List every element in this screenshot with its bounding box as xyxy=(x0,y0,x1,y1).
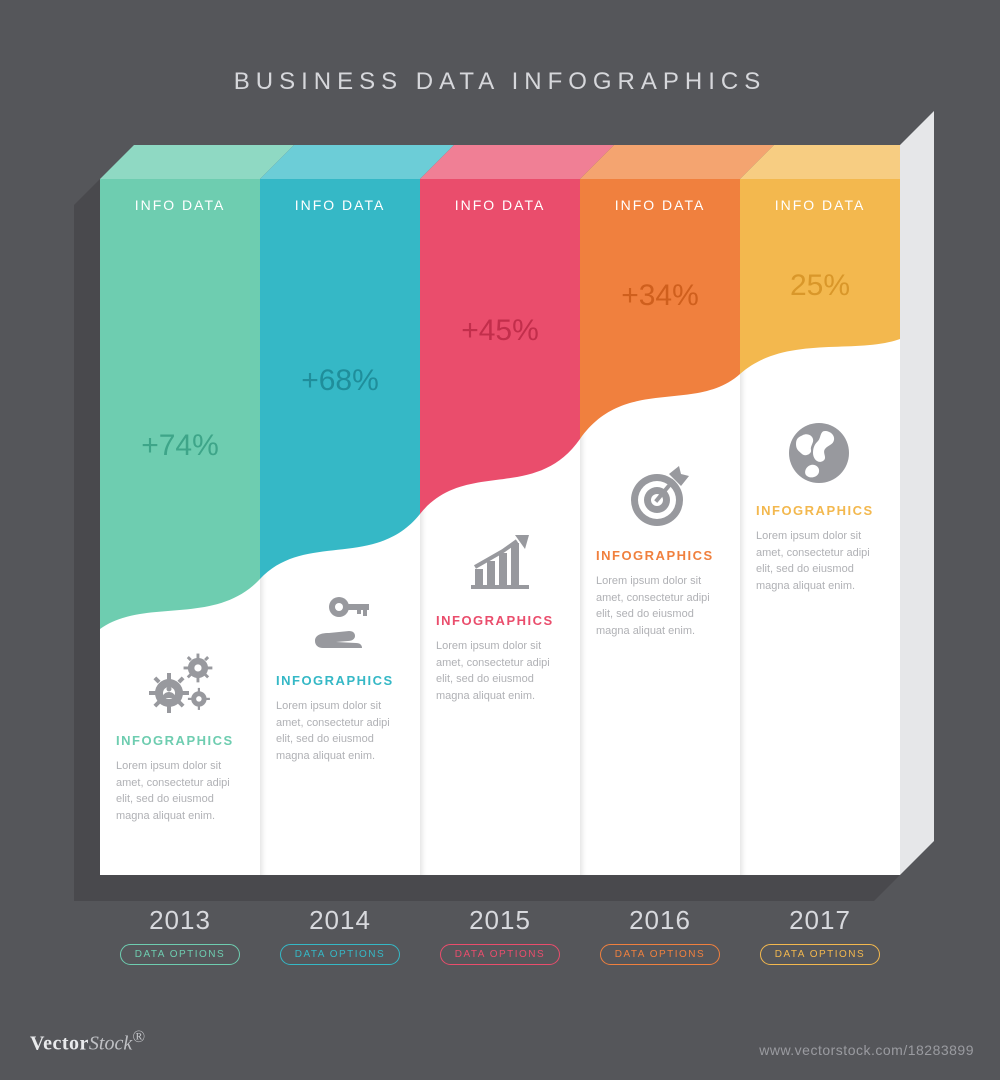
color-fill xyxy=(420,179,580,875)
column-content: INFOGRAPHICS Lorem ipsum dolor sit amet,… xyxy=(420,529,580,704)
column-body: Lorem ipsum dolor sit amet, consectetur … xyxy=(436,638,564,704)
column: INFO DATA +68% INFOGRAPHICS Lorem ipsum … xyxy=(260,179,420,875)
column-content: INFOGRAPHICS Lorem ipsum dolor sit amet,… xyxy=(100,649,260,824)
column-body: Lorem ipsum dolor sit amet, consectetur … xyxy=(116,758,244,824)
footer-cell: 2016 DATA OPTIONS xyxy=(580,905,740,965)
column-body: Lorem ipsum dolor sit amet, consectetur … xyxy=(276,698,404,764)
column-header: INFO DATA xyxy=(580,197,740,213)
data-options-pill: DATA OPTIONS xyxy=(120,944,240,965)
year-label: 2017 xyxy=(740,905,900,936)
watermark-brand: VectorStock® xyxy=(30,1027,145,1056)
globe-icon xyxy=(785,419,855,489)
columns: INFO DATA +74% INFOGRAPHICS Lorem ipsum … xyxy=(100,179,900,875)
column-content: INFOGRAPHICS Lorem ipsum dolor sit amet,… xyxy=(260,589,420,764)
percent-value: +34% xyxy=(580,279,740,313)
footer-cell: 2017 DATA OPTIONS xyxy=(740,905,900,965)
color-fill xyxy=(260,179,420,875)
year-label: 2013 xyxy=(100,905,260,936)
column-content: INFOGRAPHICS Lorem ipsum dolor sit amet,… xyxy=(740,419,900,594)
gears-icon xyxy=(145,649,215,719)
percent-value: +74% xyxy=(100,429,260,463)
percent-value: 25% xyxy=(740,269,900,303)
watermark-brand-1: Vector xyxy=(30,1033,89,1055)
column-content: INFOGRAPHICS Lorem ipsum dolor sit amet,… xyxy=(580,464,740,639)
key-hand-icon xyxy=(305,589,375,659)
watermark-id: www.vectorstock.com/18283899 xyxy=(759,1042,974,1058)
chart-icon xyxy=(465,529,535,599)
infographic-stage: INFO DATA +74% INFOGRAPHICS Lorem ipsum … xyxy=(100,145,900,875)
column-body: Lorem ipsum dolor sit amet, consectetur … xyxy=(756,528,884,594)
footer-cell: 2013 DATA OPTIONS xyxy=(100,905,260,965)
data-options-pill: DATA OPTIONS xyxy=(600,944,720,965)
footer: 2013 DATA OPTIONS 2014 DATA OPTIONS 2015… xyxy=(100,905,900,965)
top-3d-edge xyxy=(100,145,900,179)
column-subtitle: INFOGRAPHICS xyxy=(116,733,244,748)
target-icon xyxy=(625,464,695,534)
column-subtitle: INFOGRAPHICS xyxy=(596,548,724,563)
year-label: 2014 xyxy=(260,905,420,936)
percent-value: +45% xyxy=(420,314,580,348)
year-label: 2016 xyxy=(580,905,740,936)
column: INFO DATA +74% INFOGRAPHICS Lorem ipsum … xyxy=(100,179,260,875)
data-options-pill: DATA OPTIONS xyxy=(280,944,400,965)
data-options-pill: DATA OPTIONS xyxy=(440,944,560,965)
column: INFO DATA +45% INFOGRAPHICS Lorem ipsum … xyxy=(420,179,580,875)
column-header: INFO DATA xyxy=(260,197,420,213)
column-body: Lorem ipsum dolor sit amet, consectetur … xyxy=(596,573,724,639)
column-header: INFO DATA xyxy=(100,197,260,213)
column-subtitle: INFOGRAPHICS xyxy=(276,673,404,688)
footer-cell: 2014 DATA OPTIONS xyxy=(260,905,420,965)
column-subtitle: INFOGRAPHICS xyxy=(756,503,884,518)
column: INFO DATA +34% INFOGRAPHICS Lorem ipsum … xyxy=(580,179,740,875)
footer-cell: 2015 DATA OPTIONS xyxy=(420,905,580,965)
column-header: INFO DATA xyxy=(740,197,900,213)
column-subtitle: INFOGRAPHICS xyxy=(436,613,564,628)
column-header: INFO DATA xyxy=(420,197,580,213)
year-label: 2015 xyxy=(420,905,580,936)
page-title: BUSINESS DATA INFOGRAPHICS xyxy=(0,68,1000,96)
data-options-pill: DATA OPTIONS xyxy=(760,944,880,965)
percent-value: +68% xyxy=(260,364,420,398)
column: INFO DATA 25% INFOGRAPHICS Lorem ipsum d… xyxy=(740,179,900,875)
watermark-brand-2: Stock xyxy=(89,1033,132,1055)
side-3d-edge xyxy=(900,111,934,875)
